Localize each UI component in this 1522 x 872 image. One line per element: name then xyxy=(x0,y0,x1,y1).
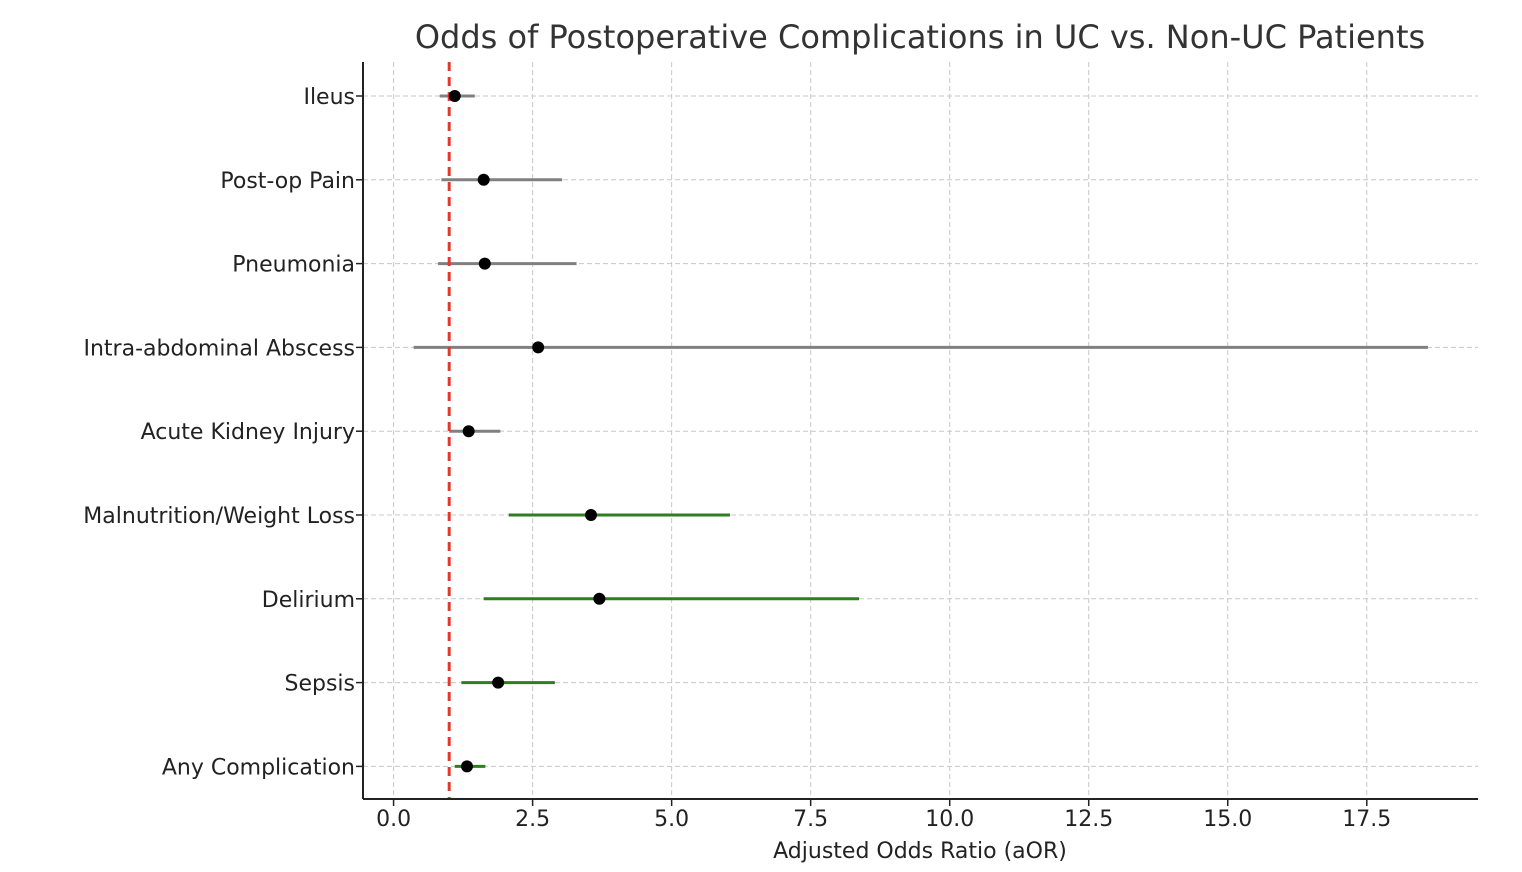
x-axis-label: Adjusted Odds Ratio (aOR) xyxy=(773,839,1067,864)
y-tick-label: Pneumonia xyxy=(232,253,355,278)
point-estimates xyxy=(448,90,606,773)
x-tick-label: 12.5 xyxy=(1064,807,1113,832)
point-estimate xyxy=(477,173,490,186)
y-tick-label: Acute Kidney Injury xyxy=(141,420,355,445)
y-tick-label: Any Complication xyxy=(162,755,355,780)
chart-title: Odds of Postoperative Complications in U… xyxy=(415,18,1425,56)
point-estimate xyxy=(593,592,606,605)
y-tick-label: Post-op Pain xyxy=(220,169,355,194)
point-estimate xyxy=(478,257,491,270)
x-tick-label: 17.5 xyxy=(1342,807,1391,832)
y-tick-label: Delirium xyxy=(262,588,355,613)
y-tick-label: Sepsis xyxy=(284,672,355,697)
point-estimate xyxy=(448,90,461,102)
y-tick-label: Intra-abdominal Abscess xyxy=(84,336,356,361)
x-tick-label: 7.5 xyxy=(793,807,828,832)
y-tick-label: Ileus xyxy=(303,85,355,110)
confidence-intervals xyxy=(413,94,1428,768)
point-estimate xyxy=(585,509,598,521)
grid xyxy=(363,62,1478,799)
x-tick-label: 2.5 xyxy=(515,807,550,832)
point-estimate xyxy=(532,341,545,354)
x-tick-label: 10.0 xyxy=(925,807,974,832)
y-tick-label: Malnutrition/Weight Loss xyxy=(83,504,355,529)
x-tick-label: 5.0 xyxy=(654,807,689,832)
point-estimate xyxy=(492,676,505,689)
axes xyxy=(362,62,1478,800)
point-estimate xyxy=(462,425,475,438)
ticks: 0.0 2.5 5.0 7.5 10.0 12.5 15.0 17.5 Ileus Post-op… xyxy=(83,85,1391,832)
point-estimate xyxy=(460,760,473,773)
x-tick-label: 15.0 xyxy=(1203,807,1252,832)
x-tick-label: 0.0 xyxy=(376,807,411,832)
